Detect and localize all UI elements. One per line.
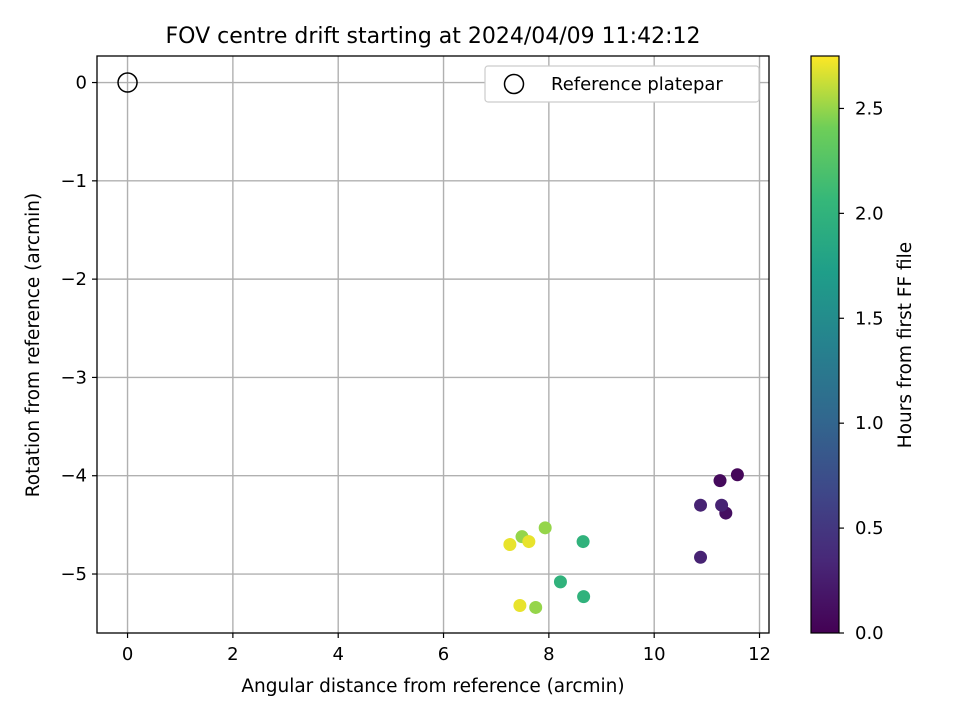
y-tick-label: −2 — [60, 269, 87, 290]
x-axis-label: Angular distance from reference (arcmin) — [241, 676, 624, 697]
data-points — [503, 468, 744, 614]
chart-title: FOV centre drift starting at 2024/04/09 … — [166, 24, 701, 49]
colorbar-label: Hours from first FF file — [895, 242, 916, 448]
x-tick-label: 12 — [748, 644, 771, 665]
data-point — [538, 521, 552, 535]
colorbar-gradient — [810, 55, 840, 634]
legend-box — [484, 65, 760, 103]
colorbar-tick-label: 0.5 — [855, 518, 884, 539]
x-tick-label: 4 — [332, 644, 343, 665]
colorbar-tick-label: 0.0 — [855, 623, 884, 644]
y-tick-label: −4 — [60, 466, 87, 487]
data-point — [503, 538, 517, 552]
x-tick-label: 10 — [643, 644, 666, 665]
legend-marker-icon — [503, 73, 525, 95]
colorbar-ticks: 0.0 0.5 1.0 1.5 2.0 2.5 — [839, 98, 884, 644]
y-tick-label: −3 — [60, 367, 87, 388]
plot-area: 0 2 4 6 8 10 12 0 −1 −2 −3 −4 −5 — [60, 55, 771, 665]
y-axis-label: Rotation from reference (arcmin) — [23, 193, 44, 497]
x-tick-label: 6 — [438, 644, 449, 665]
x-axis-ticks: 0 2 4 6 8 10 12 — [122, 633, 771, 665]
colorbar-tick-label: 1.5 — [855, 308, 884, 329]
reference-marker-group — [117, 72, 138, 93]
x-tick-label: 0 — [122, 644, 133, 665]
grid — [97, 56, 769, 633]
data-point — [577, 590, 591, 604]
y-tick-label: −5 — [60, 564, 87, 585]
data-point — [529, 600, 543, 614]
colorbar-tick-label: 1.0 — [855, 413, 884, 434]
data-point — [576, 535, 590, 549]
x-tick-label: 2 — [227, 644, 238, 665]
data-point — [553, 575, 567, 589]
x-tick-label: 8 — [543, 644, 554, 665]
data-point — [713, 474, 727, 488]
data-point — [694, 498, 708, 512]
colorbar-tick-label: 2.0 — [855, 203, 884, 224]
data-point — [715, 498, 729, 512]
data-point — [730, 468, 744, 482]
colorbar: 0.0 0.5 1.0 1.5 2.0 2.5 Hours from first FF f… — [810, 55, 916, 644]
y-tick-label: −1 — [60, 171, 87, 192]
legend: Reference platepar — [484, 65, 760, 103]
axes-frame — [96, 55, 770, 634]
data-point — [694, 550, 708, 564]
legend-label: Reference platepar — [551, 74, 723, 95]
data-point — [522, 535, 536, 549]
colorbar-tick-label: 2.5 — [855, 98, 884, 119]
y-axis-ticks: 0 −1 −2 −3 −4 −5 — [60, 73, 97, 585]
data-point — [513, 598, 527, 612]
reference-marker — [117, 72, 138, 93]
y-tick-label: 0 — [76, 73, 87, 94]
